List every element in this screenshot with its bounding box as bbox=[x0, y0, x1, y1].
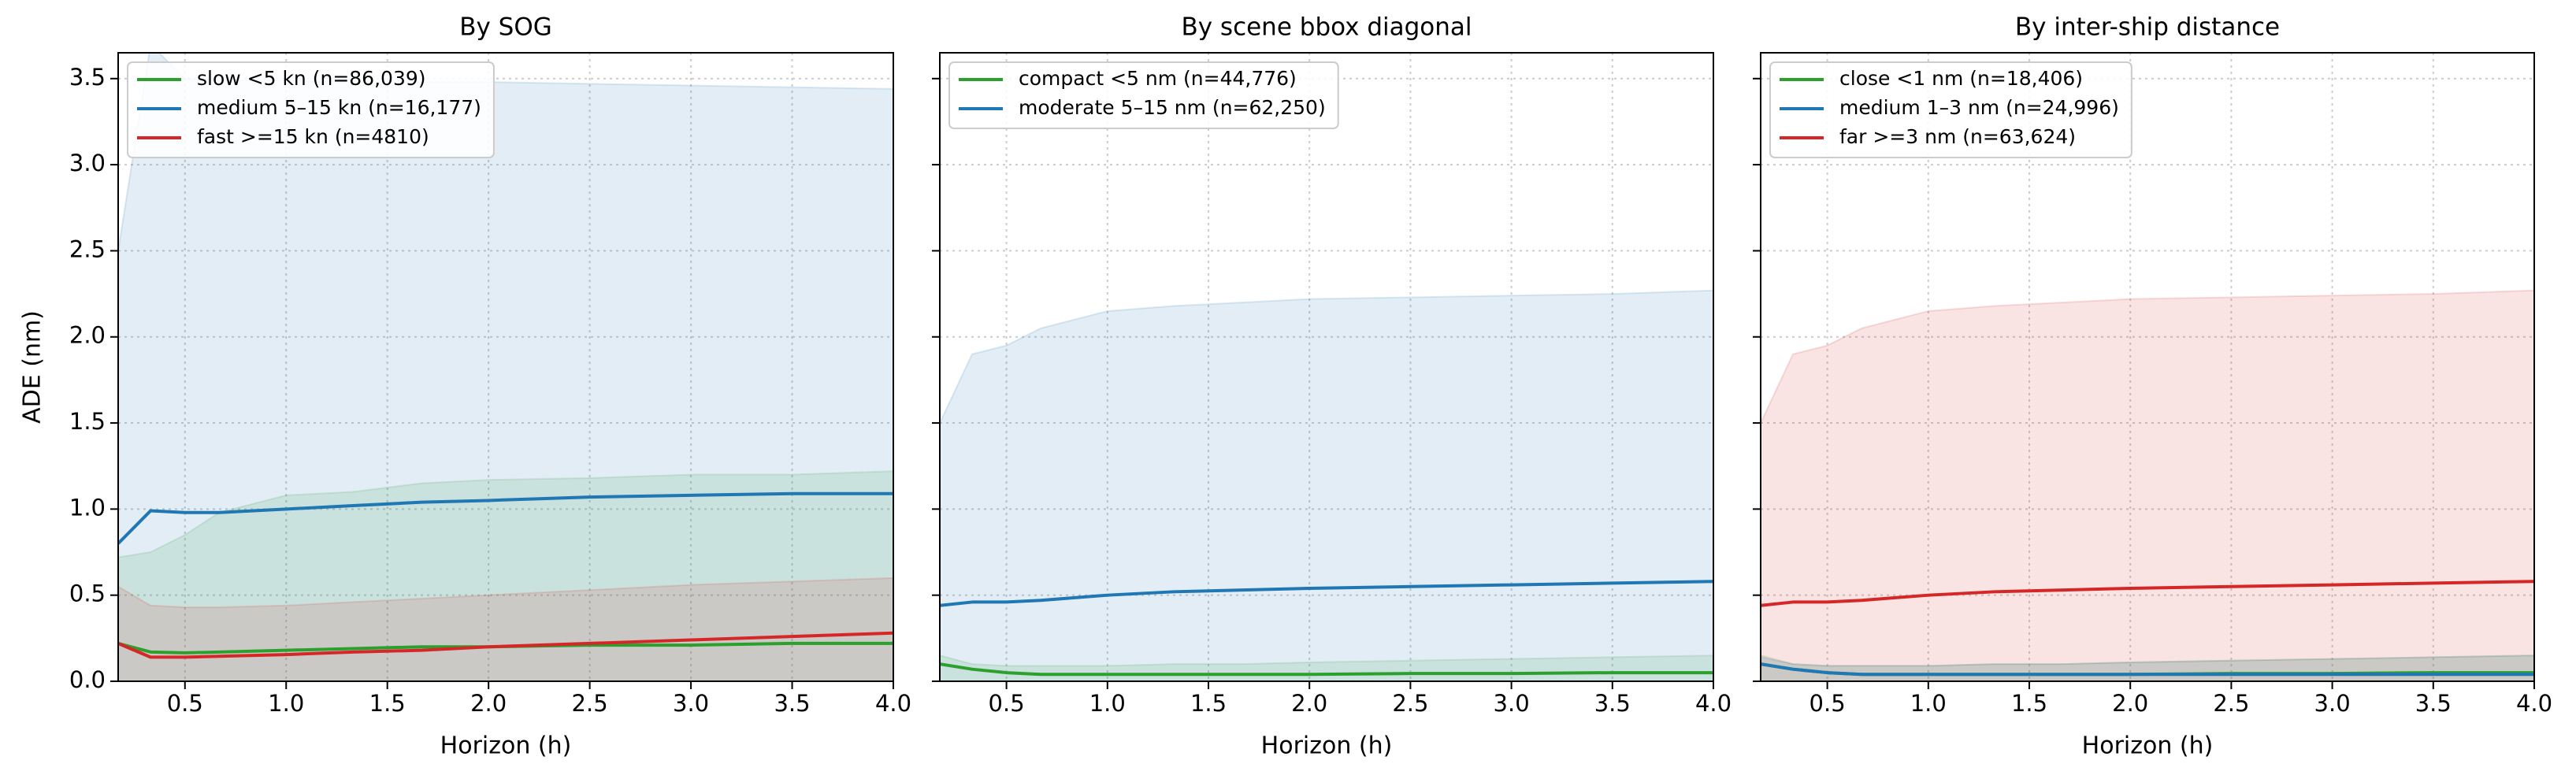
band bbox=[118, 470, 893, 681]
x-tick-label: 2.5 bbox=[572, 690, 608, 717]
x-tick-label: 2.5 bbox=[1392, 690, 1428, 717]
x-tick-label: 3.0 bbox=[1494, 690, 1530, 717]
axes-frame bbox=[939, 52, 1714, 682]
x-tick-label: 1.0 bbox=[1089, 690, 1126, 717]
x-tick-label: 2.5 bbox=[2213, 690, 2249, 717]
legend-label: close <1 nm (n=18,406) bbox=[1839, 67, 2083, 90]
subplot-title: By scene bbox diagonal bbox=[1181, 13, 1472, 42]
x-tick-label: 2.0 bbox=[470, 690, 507, 717]
y-tick-label: 2.0 bbox=[69, 322, 106, 349]
x-axis-label: Horizon (h) bbox=[440, 732, 572, 760]
axes-frame bbox=[1760, 52, 2535, 682]
x-tick-label: 1.0 bbox=[268, 690, 304, 717]
legend: close <1 nm (n=18,406) medium 1–3 nm (n=2… bbox=[1769, 61, 2132, 158]
y-tick-label: 3.5 bbox=[69, 64, 106, 91]
legend-label: moderate 5–15 nm (n=62,250) bbox=[1019, 96, 1326, 119]
subplot: By SOG Horizon (h) ADE (nm) 0.5 1.0 1.5 2.0 2.5… bbox=[19, 13, 912, 760]
x-tick-label: 1.5 bbox=[2011, 690, 2047, 717]
plot-area bbox=[940, 289, 1713, 681]
legend-box bbox=[1769, 61, 2132, 158]
y-tick-label: 1.5 bbox=[69, 408, 106, 435]
band bbox=[118, 577, 893, 681]
series-line bbox=[1761, 662, 2534, 677]
x-tick-label: 0.5 bbox=[1810, 690, 1846, 717]
series-line bbox=[940, 580, 1713, 607]
band bbox=[1761, 289, 2534, 681]
legend-box bbox=[948, 61, 1339, 129]
y-tick-label: 2.5 bbox=[69, 235, 106, 262]
axes-frame bbox=[117, 52, 894, 682]
y-tick-label: 1.0 bbox=[69, 494, 106, 521]
series-line bbox=[118, 641, 893, 654]
y-axis-label: ADE (nm) bbox=[19, 310, 46, 424]
x-tick-label: 3.5 bbox=[1594, 690, 1631, 717]
x-tick-label: 0.5 bbox=[167, 690, 203, 717]
plot-area bbox=[118, 53, 893, 681]
x-tick-label: 1.5 bbox=[1190, 690, 1227, 717]
legend-label: slow <5 kn (n=86,039) bbox=[197, 67, 426, 90]
x-axis-label: Horizon (h) bbox=[1261, 732, 1393, 760]
y-tick-label: 0.5 bbox=[69, 580, 106, 607]
x-tick-label: 3.5 bbox=[2415, 690, 2452, 717]
legend: compact <5 nm (n=44,776) moderate 5–15 nm… bbox=[948, 61, 1339, 129]
subplot-title: By SOG bbox=[459, 13, 552, 42]
series-line bbox=[1761, 580, 2534, 607]
x-tick-label: 0.5 bbox=[989, 690, 1025, 717]
subplot: By inter-ship distance Horizon (h) 0.5 1.0 1… bbox=[1753, 13, 2552, 760]
legend: slow <5 kn (n=86,039) medium 5–15 kn (n=1… bbox=[127, 61, 495, 158]
legend-label: medium 1–3 nm (n=24,996) bbox=[1839, 96, 2119, 119]
x-tick-label: 3.0 bbox=[2314, 690, 2351, 717]
x-tick-label: 4.0 bbox=[875, 690, 911, 717]
legend-label: far >=3 nm (n=63,624) bbox=[1839, 125, 2076, 148]
x-tick-label: 3.5 bbox=[774, 690, 810, 717]
x-tick-label: 1.0 bbox=[1910, 690, 1947, 717]
y-tick-label: 0.0 bbox=[69, 666, 106, 693]
x-tick-label: 2.0 bbox=[2112, 690, 2148, 717]
band bbox=[940, 289, 1713, 681]
subplot-title: By inter-ship distance bbox=[2015, 13, 2280, 42]
legend-box bbox=[127, 61, 495, 158]
series-line bbox=[118, 491, 893, 545]
series-line bbox=[940, 662, 1713, 677]
x-tick-label: 1.5 bbox=[369, 690, 406, 717]
x-tick-label: 3.0 bbox=[673, 690, 709, 717]
legend-label: compact <5 nm (n=44,776) bbox=[1019, 67, 1297, 90]
x-tick-label: 4.0 bbox=[1695, 690, 1732, 717]
x-tick-label: 4.0 bbox=[2516, 690, 2552, 717]
plot-area bbox=[1761, 289, 2534, 681]
subplot: By scene bbox diagonal Horizon (h) 0.5 1.0 1… bbox=[932, 13, 1732, 760]
legend-label: fast >=15 kn (n=4810) bbox=[197, 125, 429, 148]
y-tick-label: 3.0 bbox=[69, 150, 106, 176]
legend-label: medium 5–15 kn (n=16,177) bbox=[197, 96, 481, 119]
x-tick-label: 2.0 bbox=[1291, 690, 1327, 717]
series-line bbox=[118, 631, 893, 659]
x-axis-label: Horizon (h) bbox=[2082, 732, 2214, 760]
